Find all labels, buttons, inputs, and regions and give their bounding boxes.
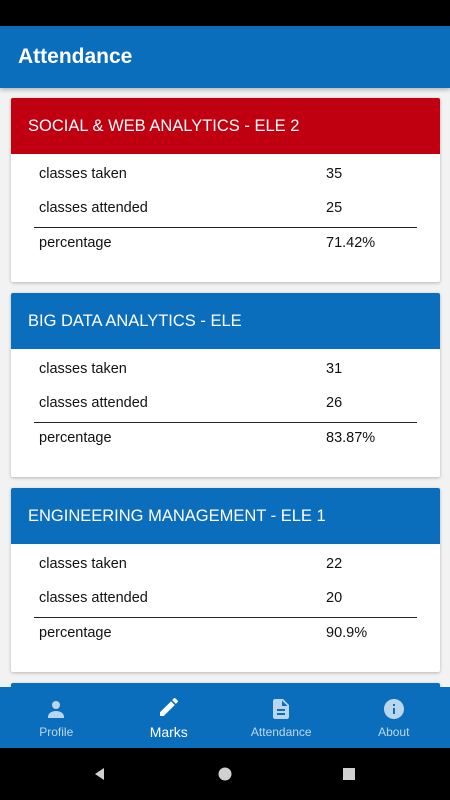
nav-label: Attendance: [250, 724, 312, 739]
row-value: 90.9%: [326, 625, 368, 641]
row-label: classes attended: [39, 395, 148, 411]
nav-label: About: [378, 724, 410, 739]
back-button[interactable]: [70, 748, 130, 800]
row-divider: [34, 227, 417, 228]
subject-card-body: classes taken 22 classes attended 20 per…: [11, 544, 440, 672]
classes-attended-row: classes attended 25: [39, 200, 389, 216]
bottom-navigation: Profile Marks Attendance About: [0, 687, 450, 748]
app-bar: Attendance: [0, 26, 450, 88]
person-icon: [48, 700, 65, 718]
row-label: percentage: [39, 235, 112, 251]
subject-card-body: classes taken 31 classes attended 26 per…: [11, 349, 440, 477]
back-icon: [95, 768, 104, 780]
system-navigation-bar: [0, 748, 450, 800]
subject-card: ENGINEERING MANAGEMENT - ELE 1 classes t…: [11, 488, 440, 672]
nav-label: Profile: [39, 724, 74, 739]
document-icon: [273, 698, 290, 719]
row-value: 26: [326, 395, 343, 411]
recents-button[interactable]: [319, 748, 379, 800]
status-bar: [0, 0, 450, 26]
subject-card: SOCIAL & WEB ANALYTICS - ELE 2 classes t…: [11, 98, 440, 282]
row-label: classes attended: [39, 200, 148, 216]
percentage-row: percentage 90.9%: [39, 625, 389, 641]
row-value: 31: [326, 361, 343, 377]
subject-card-body: classes taken 35 classes attended 25 per…: [11, 154, 440, 282]
subject-card-header: ENGINEERING MANAGEMENT - ELE 1: [11, 488, 440, 544]
row-value: 20: [326, 590, 343, 606]
classes-taken-row: classes taken 22: [39, 556, 389, 572]
classes-taken-row: classes taken 35: [39, 166, 389, 182]
row-label: classes taken: [39, 556, 127, 572]
subject-card-header: BIG DATA ANALYTICS - ELE: [11, 293, 440, 349]
row-label: percentage: [39, 430, 112, 446]
nav-item-marks[interactable]: Marks: [113, 687, 226, 748]
nav-item-attendance[interactable]: Attendance: [225, 687, 338, 748]
home-button[interactable]: [195, 748, 255, 800]
row-label: classes taken: [39, 166, 127, 182]
row-label: percentage: [39, 625, 112, 641]
nav-label: Marks: [149, 724, 188, 740]
row-value: 71.42%: [326, 235, 376, 251]
home-icon: [218, 767, 232, 781]
subject-title: SOCIAL & WEB ANALYTICS - ELE 2: [28, 116, 300, 135]
row-label: classes attended: [39, 590, 148, 606]
classes-taken-row: classes taken 31: [39, 361, 389, 377]
nav-item-about[interactable]: About: [338, 687, 450, 748]
subject-title: ENGINEERING MANAGEMENT - ELE 1: [28, 506, 326, 525]
classes-attended-row: classes attended 26: [39, 395, 389, 411]
subject-card-header: SOCIAL & WEB ANALYTICS - ELE 2: [11, 98, 440, 154]
row-value: 25: [326, 200, 343, 216]
percentage-row: percentage 83.87%: [39, 430, 389, 446]
subject-card: BIG DATA ANALYTICS - ELE classes taken 3…: [11, 293, 440, 477]
recents-icon: [343, 768, 355, 780]
percentage-row: percentage 71.42%: [39, 235, 389, 251]
row-label: classes taken: [39, 361, 127, 377]
row-divider: [34, 617, 417, 618]
classes-attended-row: classes attended 20: [39, 590, 389, 606]
attendance-list[interactable]: SOCIAL & WEB ANALYTICS - ELE 2 classes t…: [0, 88, 450, 687]
page-title: Attendance: [18, 45, 133, 68]
row-value: 35: [326, 166, 343, 182]
row-value: 22: [326, 556, 343, 572]
subject-card-header: [11, 683, 440, 687]
row-value: 83.87%: [326, 430, 376, 446]
info-icon: [383, 698, 404, 719]
pencil-icon: [159, 697, 178, 716]
subject-title: BIG DATA ANALYTICS - ELE: [28, 311, 242, 330]
nav-item-profile[interactable]: Profile: [0, 687, 113, 748]
subject-card-partial: [11, 683, 440, 687]
row-divider: [34, 422, 417, 423]
